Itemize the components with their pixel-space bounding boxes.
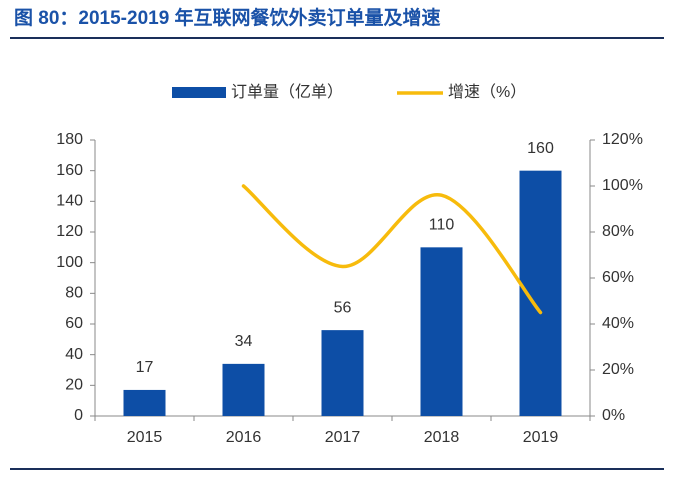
y2-tick-label: 40% (602, 315, 634, 332)
bar (222, 363, 265, 416)
y-tick-label: 20 (65, 377, 83, 394)
y-tick-label: 80 (65, 285, 83, 302)
y-tick-label: 140 (56, 193, 83, 210)
legend-swatch (172, 87, 226, 98)
y2-tick-label: 0% (602, 407, 625, 424)
data-label: 17 (136, 359, 154, 376)
legend-label: 增速（%） (448, 83, 526, 101)
x-tick-label: 2015 (127, 429, 163, 446)
y2-tick-label: 120% (602, 131, 643, 148)
y-tick-label: 40 (65, 346, 83, 363)
x-tick-label: 2018 (424, 429, 460, 446)
bar (420, 247, 463, 416)
x-tick-label: 2017 (325, 429, 361, 446)
data-label: 110 (429, 217, 455, 234)
y-tick-label: 160 (56, 162, 83, 179)
bar (321, 330, 364, 416)
legend-label: 订单量（亿单） (231, 83, 343, 101)
y2-tick-label: 100% (602, 177, 643, 194)
bar (123, 389, 166, 416)
y-tick-label: 0 (74, 407, 83, 424)
y-tick-label: 100 (56, 254, 83, 271)
y-tick-label: 180 (56, 131, 83, 148)
data-label: 56 (334, 299, 352, 316)
data-label: 34 (235, 333, 253, 350)
y2-tick-label: 20% (602, 361, 634, 378)
y-tick-label: 120 (56, 223, 83, 240)
growth-line (241, 184, 543, 315)
y2-tick-label: 60% (602, 269, 634, 286)
x-tick-label: 2019 (523, 429, 559, 446)
data-label: 160 (527, 140, 554, 157)
x-tick-label: 2016 (226, 429, 262, 446)
y2-tick-label: 80% (602, 223, 634, 240)
y-tick-label: 60 (65, 315, 83, 332)
chart-title: 图 80：2015-2019 年互联网餐饮外卖订单量及增速 (14, 6, 441, 29)
